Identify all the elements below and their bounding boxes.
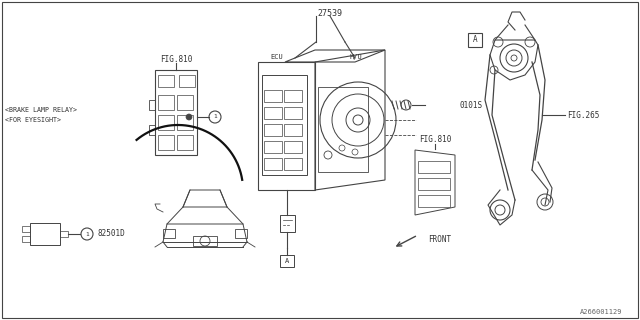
Bar <box>264 141 282 153</box>
Text: 1: 1 <box>85 231 89 236</box>
Bar <box>284 141 302 153</box>
Bar <box>235 229 247 238</box>
Bar <box>264 158 282 170</box>
Bar <box>158 75 174 87</box>
Bar <box>284 90 302 102</box>
Text: 82501D: 82501D <box>97 229 125 238</box>
Text: 0101S: 0101S <box>460 100 483 109</box>
Text: H/U: H/U <box>350 54 363 60</box>
Text: FIG.265: FIG.265 <box>567 110 600 119</box>
Bar <box>418 178 450 190</box>
Bar <box>280 255 294 267</box>
Bar <box>60 231 68 237</box>
Bar <box>158 115 174 130</box>
Bar <box>264 107 282 119</box>
Text: <BRAKE LAMP RELAY>: <BRAKE LAMP RELAY> <box>5 107 77 113</box>
Text: A266001129: A266001129 <box>579 309 622 315</box>
Text: A: A <box>473 36 477 44</box>
Text: 1: 1 <box>213 115 217 119</box>
Bar <box>284 124 302 136</box>
Text: ECU: ECU <box>270 54 283 60</box>
Bar <box>177 95 193 110</box>
Text: FIG.810: FIG.810 <box>419 135 451 145</box>
Text: <FOR EYESIGHT>: <FOR EYESIGHT> <box>5 117 61 123</box>
Bar <box>158 95 174 110</box>
Bar <box>264 90 282 102</box>
Bar <box>280 215 295 232</box>
Bar <box>22 236 30 242</box>
Bar <box>177 135 193 150</box>
Bar <box>30 223 60 245</box>
Bar <box>163 229 175 238</box>
Bar <box>193 236 217 246</box>
Bar <box>318 87 368 172</box>
Bar <box>418 195 450 207</box>
Bar <box>468 33 482 47</box>
Bar <box>284 158 302 170</box>
Bar <box>149 100 155 110</box>
Bar <box>284 107 302 119</box>
Bar <box>418 161 450 173</box>
Bar <box>264 124 282 136</box>
Text: FIG.810: FIG.810 <box>160 54 192 63</box>
Text: FRONT: FRONT <box>428 236 451 244</box>
Bar <box>177 115 193 130</box>
Bar <box>149 125 155 135</box>
Bar <box>155 70 197 155</box>
Bar <box>179 75 195 87</box>
Text: A: A <box>285 258 289 264</box>
Circle shape <box>186 114 192 120</box>
Bar <box>22 226 30 232</box>
Circle shape <box>353 115 363 125</box>
Text: 27539: 27539 <box>317 9 342 18</box>
Bar <box>158 135 174 150</box>
Bar <box>262 75 307 175</box>
